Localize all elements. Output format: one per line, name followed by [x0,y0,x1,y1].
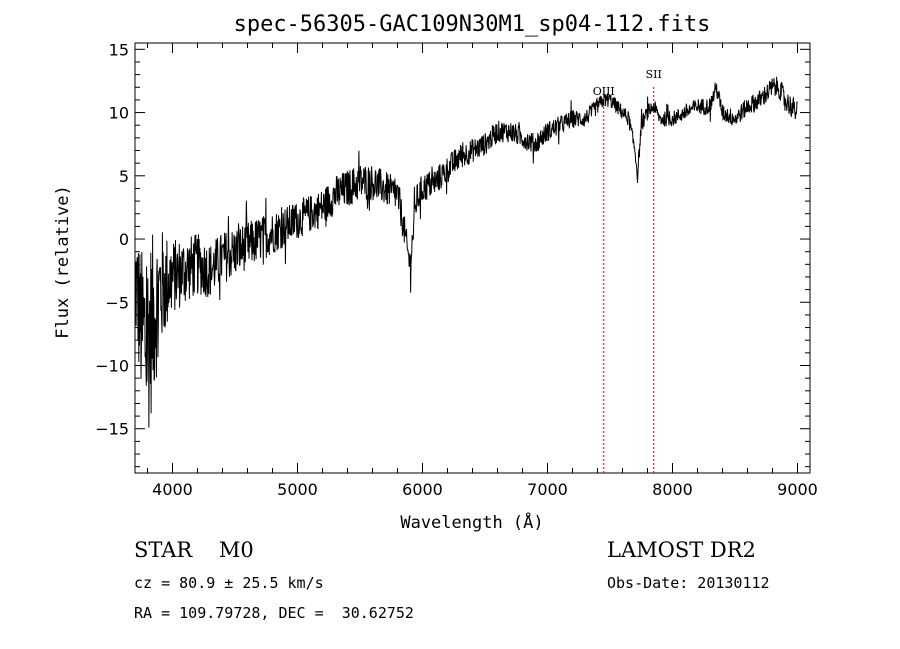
y-axis-label: Flux (relative) [53,185,73,339]
y-tick-label: −10 [95,357,129,376]
obs-date: Obs-Date: 20130112 [607,574,770,592]
x-tick-label: 6000 [402,480,443,499]
survey-name: LAMOST DR2 [607,538,756,562]
spectrum-line [134,76,798,428]
x-tick-label: 7000 [527,480,568,499]
chart-title: spec-56305-GAC109N30M1_sp04-112.fits [234,12,711,37]
coordinates: RA = 109.79728, DEC = 30.62752 [134,604,414,622]
redshift-info: cz = 80.9 ± 25.5 km/s [134,574,324,592]
x-tick-label: 8000 [652,480,693,499]
x-tick-label: 5000 [277,480,318,499]
marker-label-sii: SII [646,68,662,81]
y-tick-label: −15 [95,420,129,439]
y-tick-label: 5 [119,167,129,186]
x-tick-label: 9000 [777,480,818,499]
y-tick-label: 0 [119,230,129,249]
y-tick-label: −5 [105,293,129,312]
object-class: STAR M0 [134,538,254,562]
axes: 4000 5000 6000 7000 8000 9000 −15 −10 −5 0 5 10 15 [95,40,818,499]
x-axis-label: Wavelength (Å) [400,511,543,533]
y-tick-label: 10 [109,104,129,123]
y-tick-label: 15 [109,40,129,59]
x-tick-label: 4000 [152,480,193,499]
